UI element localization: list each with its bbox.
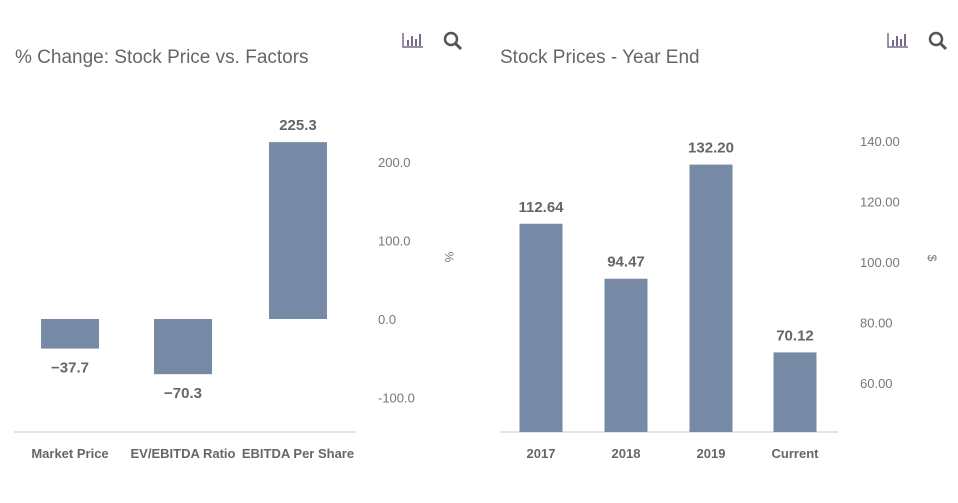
search-icon[interactable] xyxy=(443,31,463,56)
y-axis-label: $ xyxy=(925,255,939,262)
y-tick-label: 100.0 xyxy=(378,234,411,249)
bar-ebitda-per-share xyxy=(269,142,327,319)
chart-title-pct-change: % Change: Stock Price vs. Factors xyxy=(15,47,309,68)
y-tick-label: 140.00 xyxy=(860,134,900,149)
y-axis-label: % xyxy=(442,252,456,263)
y-tick-label: 60.00 xyxy=(860,376,893,391)
bar-2018 xyxy=(604,278,648,432)
y-tick-label: 80.00 xyxy=(860,316,893,331)
x-tick-label: 2017 xyxy=(527,446,556,461)
data-label: −37.7 xyxy=(51,360,89,377)
y-tick-label: 100.00 xyxy=(860,255,900,270)
x-tick-label: EBITDA Per Share xyxy=(242,446,354,461)
y-tick-label: 0.0 xyxy=(378,312,396,327)
bar-chart-icon[interactable] xyxy=(402,31,424,54)
x-tick-label: Market Price xyxy=(31,446,108,461)
search-icon[interactable] xyxy=(928,31,948,56)
data-label: −70.3 xyxy=(164,385,202,402)
bar-chart-icon[interactable] xyxy=(887,31,909,54)
data-label: 112.64 xyxy=(518,199,564,216)
data-label: 132.20 xyxy=(688,140,734,157)
y-tick-label: -100.0 xyxy=(378,391,415,406)
chart-title-stock-prices: Stock Prices - Year End xyxy=(500,47,700,68)
bar-2019 xyxy=(689,164,733,432)
bar-2017 xyxy=(519,223,563,432)
bar-ev-ebitda-ratio xyxy=(154,319,212,375)
y-tick-label: 200.0 xyxy=(378,155,411,170)
x-tick-label: 2018 xyxy=(612,446,641,461)
y-tick-label: 120.00 xyxy=(860,195,900,210)
data-label: 225.3 xyxy=(279,117,317,134)
x-tick-label: Current xyxy=(772,446,820,461)
x-tick-label: 2019 xyxy=(697,446,726,461)
data-label: 94.47 xyxy=(607,254,645,271)
x-tick-label: EV/EBITDA Ratio xyxy=(131,446,236,461)
data-label: 70.12 xyxy=(776,327,814,344)
bar-current xyxy=(773,352,817,432)
bar-market-price xyxy=(41,319,99,349)
